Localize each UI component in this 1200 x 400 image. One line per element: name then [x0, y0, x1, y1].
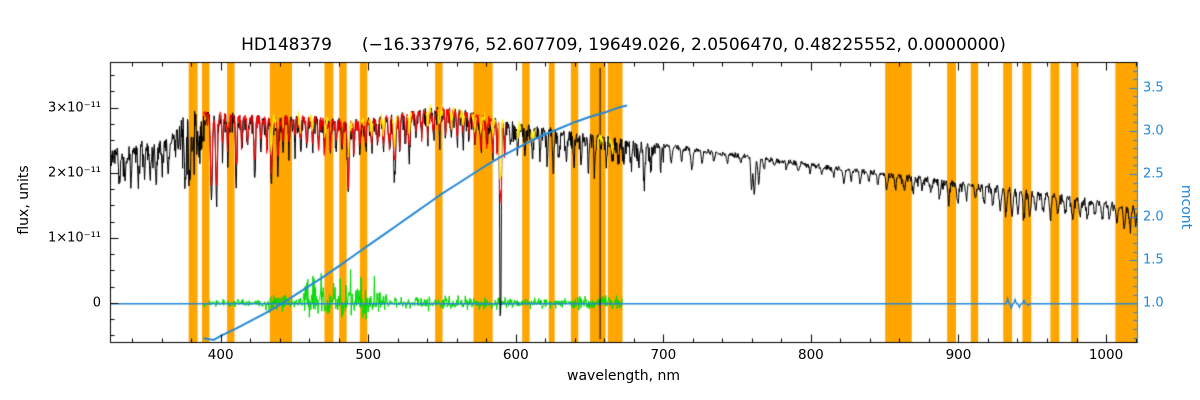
- y-right-tick-label: 1.5: [1143, 252, 1164, 268]
- y-left-tick-label: 3×10⁻¹¹: [48, 100, 101, 116]
- title-parameters: (−16.337976, 52.607709, 19649.026, 2.050…: [361, 35, 1006, 55]
- y-left-tick-label: 0: [92, 295, 101, 311]
- y-right-tick-label: 1.0: [1143, 295, 1164, 311]
- x-tick-label: 1000: [1088, 347, 1124, 363]
- y-right-tick-label: 3.5: [1143, 80, 1164, 96]
- y-axis-label-left: flux, units: [16, 165, 32, 235]
- star-id: HD148379: [241, 35, 332, 55]
- x-axis-label: wavelength, nm: [567, 368, 680, 384]
- x-tick-label: 400: [207, 347, 234, 363]
- y-axis-label-right: mcont: [1178, 184, 1194, 230]
- x-tick-label: 600: [502, 347, 529, 363]
- x-tick-label: 500: [355, 347, 382, 363]
- chart-title: HD148379 (−16.337976, 52.607709, 19649.02…: [110, 35, 1137, 55]
- y-right-tick-label: 2.0: [1143, 209, 1164, 225]
- y-left-tick-label: 2×10⁻¹¹: [48, 165, 101, 181]
- x-tick-label: 700: [650, 347, 677, 363]
- x-tick-label: 900: [945, 347, 972, 363]
- x-tick-label: 800: [798, 347, 824, 363]
- y-right-tick-label: 2.5: [1143, 166, 1164, 182]
- y-right-tick-label: 3.0: [1143, 123, 1164, 139]
- y-left-tick-label: 1×10⁻¹¹: [48, 230, 101, 246]
